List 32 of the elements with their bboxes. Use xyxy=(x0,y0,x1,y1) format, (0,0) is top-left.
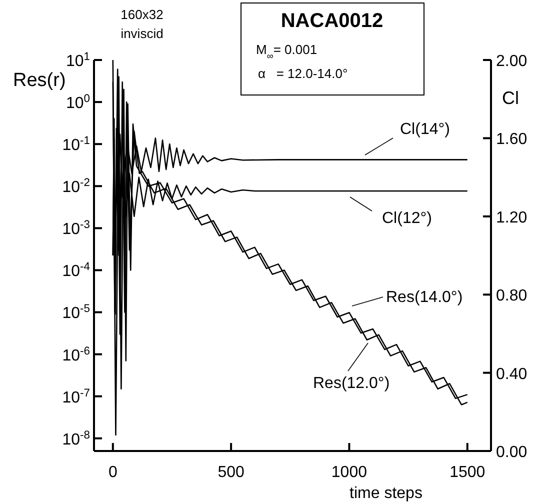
y-tick-label: 10$^{-3}$ xyxy=(62,219,90,238)
x-tick-label: 0 xyxy=(108,464,118,481)
legend-label: Res(14.0°) xyxy=(386,289,463,306)
y2-tick-label: 0.00 xyxy=(496,444,528,461)
series-label: Cl(14°) xyxy=(400,121,450,138)
series-label: Cl(12°) xyxy=(382,210,432,227)
y-tick-label: 10$^{-8}$ xyxy=(62,429,90,448)
x-tick-label: 500 xyxy=(218,464,245,481)
text: inviscid xyxy=(120,26,164,41)
y2-tick-label: 1.60 xyxy=(496,131,528,148)
x-axis-title: time steps xyxy=(350,485,422,502)
y2-tick-label: 1.20 xyxy=(496,209,528,226)
annotation: M$_{∞}$= 0.001 xyxy=(256,42,318,61)
y-tick-label: 10$^{-6}$ xyxy=(62,345,90,364)
y2-tick-label: 0.80 xyxy=(496,288,528,305)
y2-axis-title: Cl xyxy=(502,88,519,108)
y-tick-label: 10$^{-4}$ xyxy=(62,261,90,280)
annotation: α = 12.0-14.0° xyxy=(258,66,348,81)
y-axis-title: Res(r) xyxy=(13,70,66,91)
y-tick-label: 10$^{-1}$ xyxy=(62,135,90,154)
y2-tick-label: 0.40 xyxy=(496,366,528,383)
y2-tick-label: 2.00 xyxy=(496,53,528,70)
x-tick-label: 1500 xyxy=(450,464,486,481)
y-tick-label: 10$^{1}$ xyxy=(66,51,90,70)
y-tick-label: 10$^{-7}$ xyxy=(62,387,90,406)
y-tick-label: 10$^{-5}$ xyxy=(62,303,90,322)
y-tick-label: 10$^{0}$ xyxy=(66,93,90,112)
x-tick-label: 1000 xyxy=(331,464,368,481)
chart-title: NACA0012 xyxy=(280,10,384,32)
series-label: Res(12.0°) xyxy=(313,375,390,392)
y-tick-label: 10$^{-2}$ xyxy=(62,177,90,196)
text: 160x32 xyxy=(120,7,164,22)
